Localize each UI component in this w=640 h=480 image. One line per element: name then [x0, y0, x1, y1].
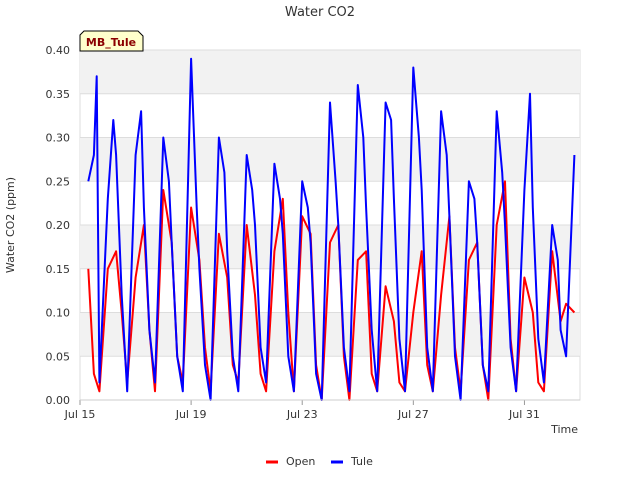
y-tick-label: 0.30 [46, 132, 71, 145]
site-badge: MB_Tule [79, 30, 144, 52]
y-tick-label: 0.15 [46, 263, 71, 276]
legend-label-open: Open [286, 455, 315, 468]
y-tick-label: 0.20 [46, 219, 71, 232]
x-tick-label: Jul 23 [286, 408, 318, 421]
legend: Open Tule [266, 455, 373, 468]
series-lines [87, 57, 576, 401]
series-line-tule [87, 57, 576, 401]
x-tick-label: Jul 15 [64, 408, 96, 421]
x-axis-label: Time [550, 423, 578, 436]
x-axis-ticks: Jul 15 Jul 19 Jul 23 Jul 27 Jul 31 [64, 400, 540, 421]
grid-band [80, 137, 580, 182]
grid-band [80, 312, 580, 357]
y-tick-label: 0.05 [46, 350, 71, 363]
chart-title: Water CO2 [285, 5, 355, 20]
site-badge-box [79, 30, 144, 52]
x-tick-label: Jul 31 [508, 408, 540, 421]
grid-band [80, 50, 580, 94]
y-tick-label: 0.40 [46, 44, 71, 57]
x-tick-label: Jul 19 [175, 408, 207, 421]
y-tick-label: 0.10 [46, 307, 71, 320]
site-badge-label: MB_Tule [86, 36, 136, 49]
y-axis-label: Water CO2 (ppm) [4, 177, 17, 273]
legend-label-tule: Tule [350, 455, 373, 468]
series-line-open [87, 180, 576, 401]
x-tick-label: Jul 27 [397, 408, 429, 421]
y-tick-label: 0.25 [46, 175, 71, 188]
y-tick-label: 0.00 [46, 394, 71, 407]
y-tick-label: 0.35 [46, 88, 71, 101]
